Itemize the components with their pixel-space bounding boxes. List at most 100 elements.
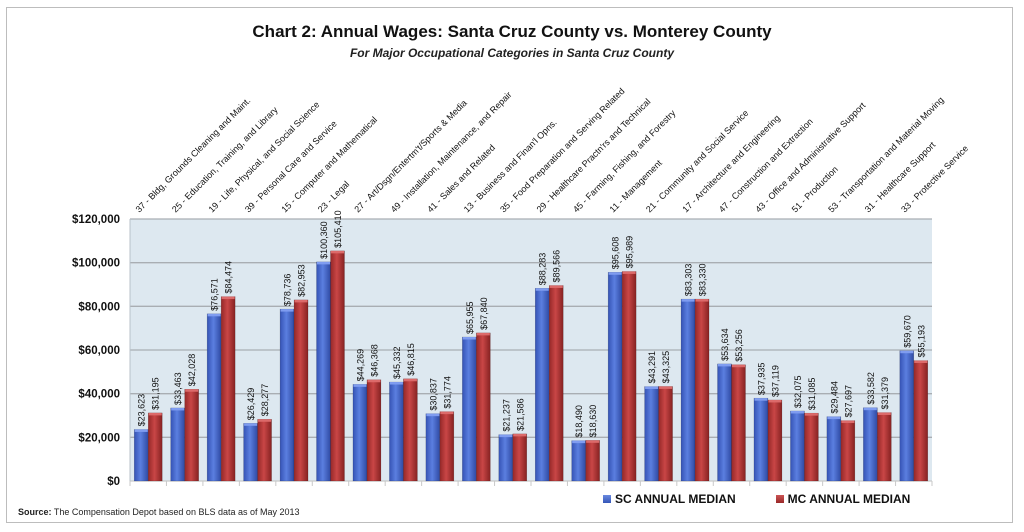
bar-mc (548, 285, 564, 482)
bar-mc (403, 378, 418, 482)
legend-item-sc: SC ANNUAL MEDIAN (603, 492, 736, 506)
bar-sc (571, 440, 586, 482)
data-label-mc: $83,330 (698, 264, 708, 297)
legend-label-sc: SC ANNUAL MEDIAN (615, 492, 736, 506)
bar-sc (389, 381, 404, 482)
bar-mc (658, 386, 673, 482)
bar-top-sc (244, 423, 258, 426)
data-label-sc: $43,291 (647, 351, 657, 384)
y-tick-label: $100,000 (72, 258, 120, 270)
data-label-mc: $37,119 (770, 365, 780, 397)
chart-title: Chart 2: Annual Wages: Santa Cruz County… (252, 22, 772, 41)
bar-top-mc (440, 411, 454, 415)
bar-mc (585, 440, 600, 482)
data-label-mc: $31,195 (151, 377, 161, 410)
bar-top-sc (608, 272, 622, 275)
bar-top-sc (317, 261, 330, 265)
bars (133, 250, 929, 482)
bar-sc (279, 308, 295, 482)
data-label-mc: $84,474 (224, 261, 234, 294)
bar-top-mc (695, 299, 709, 302)
data-label-mc: $105,410 (333, 210, 343, 248)
bar-mc (694, 298, 710, 482)
bar-mc (220, 296, 236, 482)
bar-top-mc (877, 412, 891, 415)
legend: SC ANNUAL MEDIAN MC ANNUAL MEDIAN (603, 492, 910, 506)
data-label-sc: $32,075 (793, 375, 803, 408)
bar-sc (534, 287, 550, 482)
data-labels: $23,623 $31,195 $33,463 $42,028 $76,571 $84,4… (137, 210, 927, 437)
data-label-sc: $26,429 (246, 388, 256, 421)
bar-mc (877, 412, 892, 482)
y-tick-label: $0 (107, 476, 120, 488)
data-label-sc: $18,490 (574, 405, 584, 438)
bar-top-sc (718, 363, 731, 367)
bar-top-sc (645, 386, 659, 389)
bar-top-sc (426, 413, 440, 417)
bar-top-sc (572, 440, 586, 444)
bar-mc (330, 250, 345, 482)
data-label-sc: $23,623 (137, 394, 147, 427)
bar-sc (206, 313, 222, 482)
source-label: Source: (18, 507, 52, 517)
data-label-mc: $95,989 (625, 236, 635, 269)
source-text: The Compensation Depot based on BLS data… (51, 507, 300, 517)
bar-top-mc (185, 389, 199, 392)
bar-sc (316, 261, 331, 482)
bar-sc (753, 397, 769, 482)
bar-mc (913, 360, 929, 482)
category-label: 31 - Healthcare Support (863, 139, 938, 214)
data-label-mc: $42,028 (187, 354, 197, 387)
bar-top-sc (900, 350, 914, 354)
category-label: 33 - Protective Service (899, 143, 970, 214)
data-label-mc: $18,630 (588, 405, 598, 438)
bar-sc (863, 407, 878, 482)
bar-sc (826, 416, 842, 482)
bar-top-mc (331, 250, 344, 254)
bar-mc (293, 299, 309, 482)
y-tick-label: $60,000 (78, 345, 120, 357)
legend-swatch-mc (775, 495, 784, 503)
bar-sc (607, 272, 623, 482)
y-tick-label: $120,000 (72, 214, 120, 226)
bar-top-mc (221, 296, 235, 300)
data-label-mc: $31,085 (807, 378, 817, 411)
bar-mc (184, 388, 199, 482)
bar-top-sc (499, 434, 513, 438)
data-label-mc: $43,325 (661, 351, 671, 384)
bar-sc (170, 407, 185, 482)
data-label-sc: $88,283 (538, 253, 548, 286)
bar-top-mc (549, 285, 563, 288)
bar-top-sc (207, 313, 221, 317)
bar-mc (840, 420, 856, 482)
data-label-mc: $46,368 (369, 344, 379, 377)
bar-sc (498, 434, 514, 482)
x-axis-ticks (129, 481, 933, 486)
data-label-mc: $67,840 (479, 297, 489, 330)
bar-top-sc (171, 407, 185, 411)
bar-sc (352, 384, 368, 482)
data-label-mc: $31,379 (880, 377, 890, 410)
data-label-sc: $29,484 (829, 381, 839, 414)
data-label-sc: $76,571 (210, 278, 220, 311)
data-label-mc: $89,566 (552, 250, 562, 283)
bar-top-mc (914, 360, 928, 363)
bar-mc (767, 399, 783, 482)
bar-sc (790, 410, 805, 482)
bar-top-mc (294, 299, 308, 303)
bar-top-sc (389, 382, 403, 385)
legend-item-mc: MC ANNUAL MEDIAN (775, 492, 910, 506)
bar-sc (462, 336, 477, 482)
source-note: Source: The Compensation Depot based on … (18, 507, 300, 517)
data-label-mc: $31,774 (442, 376, 452, 409)
category-label: 41 - Sales and Related (425, 143, 497, 215)
bar-top-mc (476, 332, 490, 336)
data-label-mc: $82,953 (297, 264, 307, 297)
data-label-sc: $30,837 (428, 378, 438, 411)
bar-sc (644, 386, 659, 482)
bar-top-sc (827, 416, 841, 420)
bar-mc (804, 412, 819, 482)
data-label-sc: $95,608 (611, 237, 621, 270)
bar-mc (366, 379, 382, 482)
